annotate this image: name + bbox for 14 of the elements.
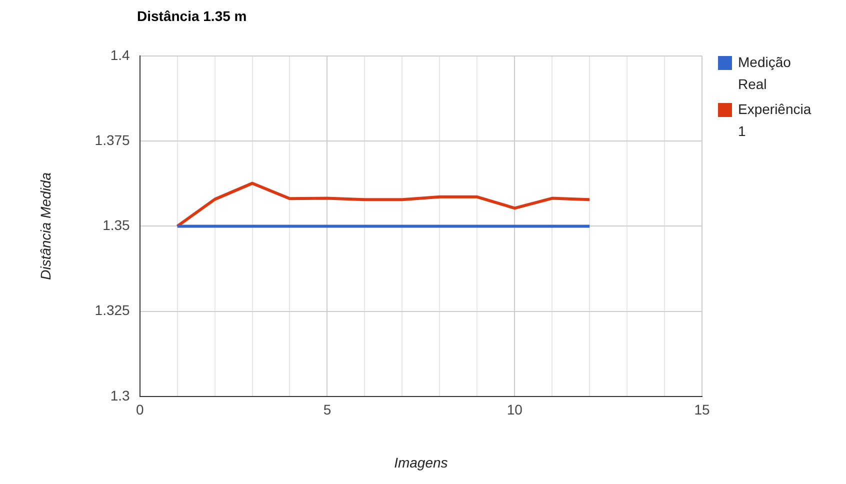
legend-label: Medição Real [738,53,792,94]
x-tick-label: 15 [694,402,710,418]
legend-label: Experiência 1 [738,100,812,141]
x-tick-label: 0 [136,402,144,418]
y-tick-label: 1.325 [94,302,130,318]
y-tick-label: 1.3 [110,387,130,404]
y-tick-label: 1.375 [94,132,130,148]
x-tick-label: 5 [323,402,332,418]
y-axis-title: Distância Medida [37,172,54,280]
y-tick-label: 1.35 [102,217,130,234]
x-tick-label: 10 [506,402,523,418]
y-tick-label: 1.4 [110,46,130,63]
chart-title: Distância 1.35 m [137,8,247,24]
x-axis-title: Imagens [394,454,448,470]
